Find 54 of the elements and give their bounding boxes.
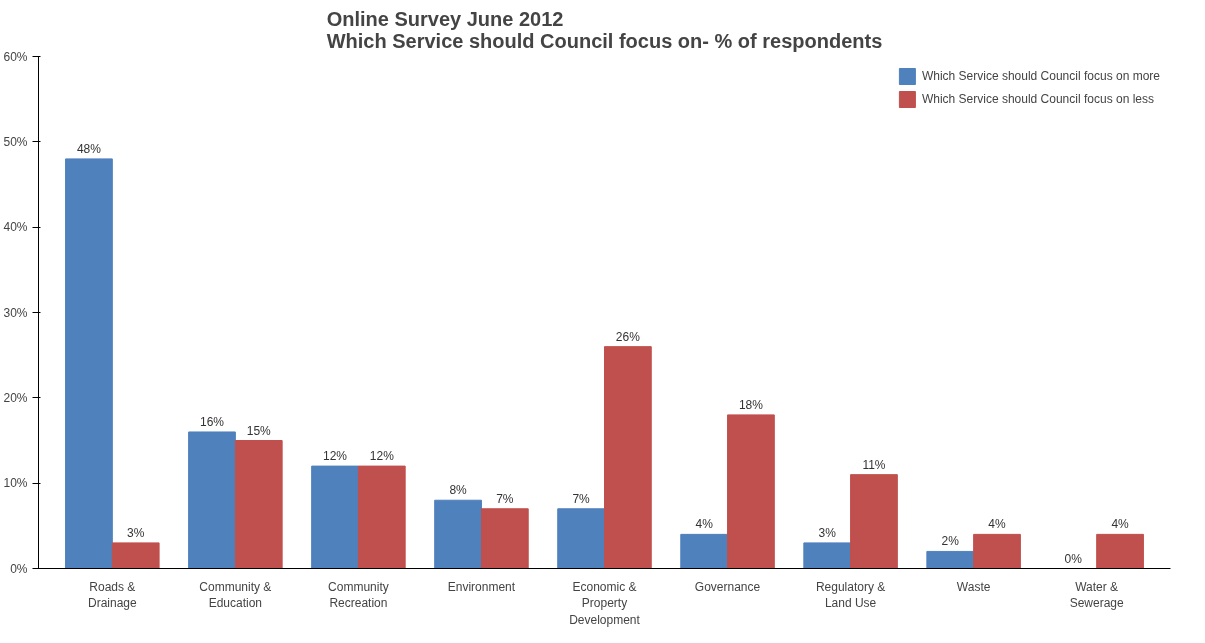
data-label: 48% (76, 141, 102, 156)
x-tick-label: Roads & Drainage (87, 579, 137, 611)
bar (480, 508, 529, 569)
data-label: 12% (369, 449, 395, 464)
data-label: 7% (572, 491, 591, 506)
bar (973, 533, 1021, 569)
x-tick-label: Economic & Property Development (569, 579, 641, 628)
data-label: 16% (199, 414, 225, 429)
bar (926, 550, 975, 569)
x-tick-label: Community & Education (199, 579, 272, 611)
bar (557, 508, 605, 569)
bar (850, 474, 898, 569)
bar (604, 346, 652, 569)
y-tick-label: 40% (3, 220, 28, 235)
bar (434, 499, 482, 569)
data-label: 3% (127, 525, 145, 540)
bar (680, 533, 729, 569)
x-tick-label: Community Recreation (328, 579, 389, 611)
bar (357, 465, 406, 569)
data-label: 3% (818, 525, 837, 540)
chart-title: Online Survey June 2012 Which Service should Council focus on- % of respondents (326, 7, 883, 52)
data-label: 7% (496, 491, 514, 506)
data-label: 2% (941, 534, 960, 549)
legend-label: Which Service should Council focus on less (921, 92, 1154, 106)
bar (65, 158, 113, 569)
data-label: 18% (738, 397, 764, 412)
data-label: 8% (449, 483, 468, 498)
data-label: 15% (246, 423, 272, 438)
data-label: 26% (615, 329, 641, 344)
y-tick-label: 50% (3, 134, 28, 149)
data-label: 11% (862, 457, 886, 472)
x-tick-label: Environment (447, 579, 516, 594)
y-tick-label: 20% (3, 390, 28, 405)
y-tick-label: 30% (3, 305, 28, 320)
data-label: 0% (1064, 551, 1083, 566)
legend-label: Which Service should Council focus on more (921, 69, 1160, 83)
y-tick-label: 0% (10, 561, 28, 576)
data-label: 4% (695, 517, 714, 532)
x-tick-label: Governance (694, 579, 761, 594)
data-label: 4% (1111, 517, 1130, 532)
y-tick-label: 10% (3, 476, 28, 491)
bar (234, 440, 283, 569)
x-tick-label: Waste (956, 579, 991, 594)
bar (803, 542, 852, 569)
bar (1096, 533, 1144, 569)
bar (188, 431, 236, 569)
bar (311, 465, 359, 569)
bar (111, 542, 160, 569)
bar (727, 414, 775, 569)
data-label: 12% (323, 449, 348, 464)
data-label: 4% (988, 517, 1007, 532)
x-tick-label: Regulatory & Land Use (815, 579, 886, 611)
y-tick-label: 60% (3, 49, 28, 64)
x-tick-label: Water & Sewerage (1069, 579, 1125, 611)
